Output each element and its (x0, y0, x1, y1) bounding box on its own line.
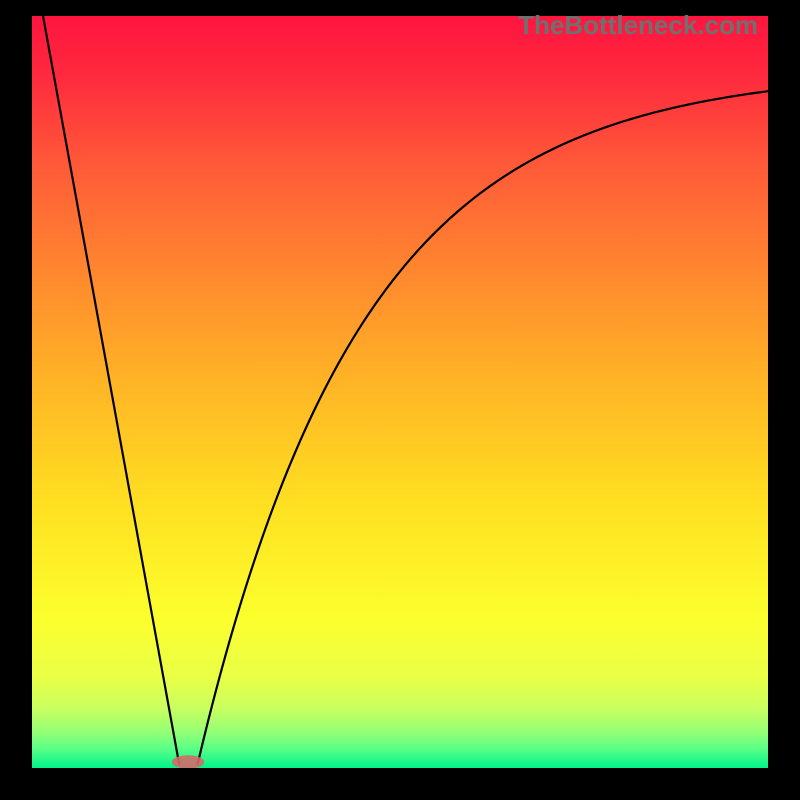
chart-frame: TheBottleneck.com (0, 0, 800, 800)
watermark-text: TheBottleneck.com (518, 10, 758, 41)
plot-svg (32, 16, 768, 768)
gradient-background (32, 16, 768, 768)
plot-area (32, 16, 768, 768)
